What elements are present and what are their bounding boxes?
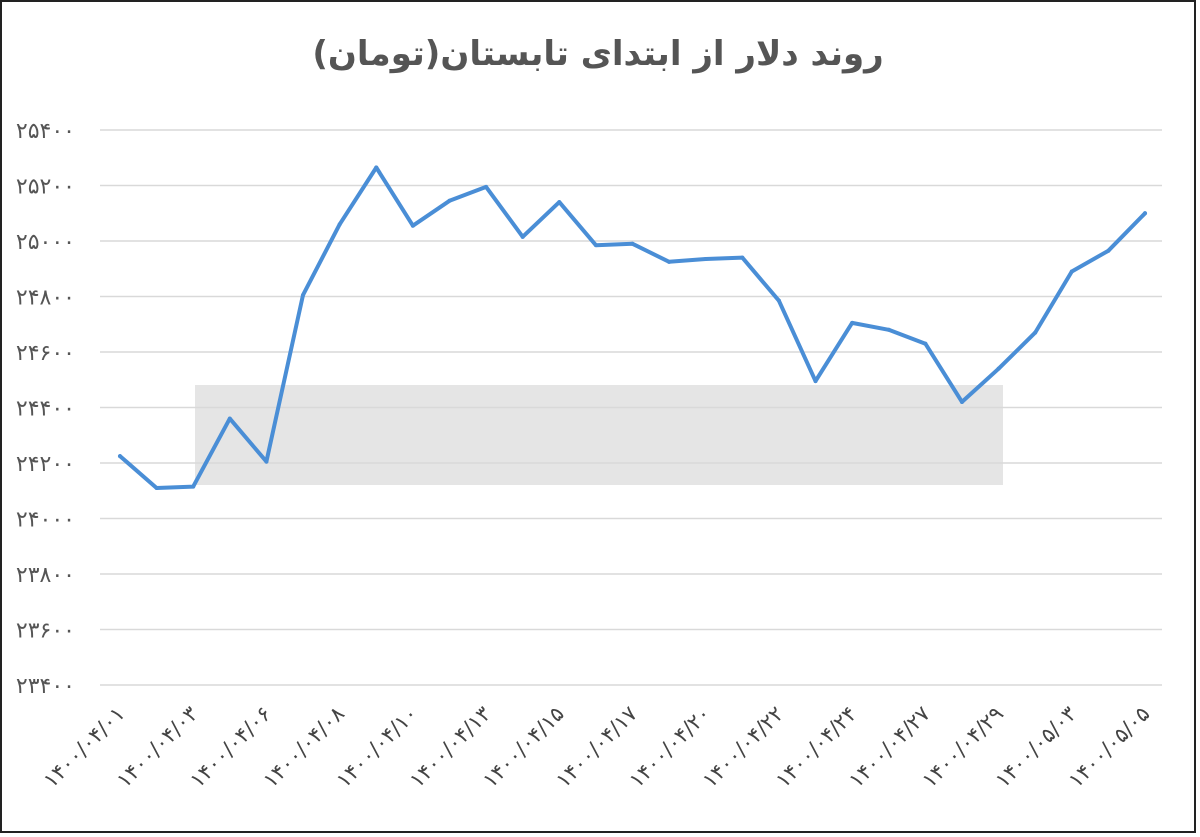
data-point — [886, 327, 891, 332]
data-point — [1033, 330, 1038, 335]
data-point — [337, 222, 342, 227]
data-point — [484, 184, 489, 189]
data-point — [227, 416, 232, 421]
y-tick-label: ۲۵۴۰۰ — [16, 119, 75, 144]
data-point — [118, 454, 122, 459]
data-point — [959, 399, 964, 404]
data-point — [593, 243, 598, 248]
y-tick-label: ۲۴۴۰۰ — [16, 397, 75, 422]
y-axis-ticks: ۲۳۴۰۰ ۲۳۶۰۰ ۲۳۸۰۰ ۲۴۰۰۰ ۲۴۲۰۰ ۲۴۴۰۰ ۲۴۶۰۰ ۲۴۸۰۰… — [16, 119, 75, 699]
data-point — [447, 198, 452, 203]
data-point — [1143, 211, 1147, 216]
data-point — [557, 200, 562, 205]
data-point — [996, 366, 1001, 371]
x-axis-ticks: ۱۴۰۰/۰۴/۰۱۱۴۰۰/۰۴/۰۳۱۴۰۰/۰۴/۰۶۱۴۰۰/۰۴/۰۸… — [39, 702, 1155, 793]
y-tick-label: ۲۴۶۰۰ — [16, 341, 75, 366]
data-point — [740, 255, 745, 260]
data-point — [703, 257, 708, 262]
y-tick-label: ۲۴۲۰۰ — [16, 452, 75, 477]
data-point — [374, 165, 379, 170]
series-layer — [118, 165, 1147, 490]
y-tick-label: ۲۳۶۰۰ — [16, 619, 75, 644]
y-tick-label: ۲۵۲۰۰ — [16, 175, 75, 200]
data-point — [813, 379, 818, 384]
data-point — [301, 293, 306, 298]
gridlines — [100, 129, 1162, 686]
y-tick-label: ۲۴۰۰۰ — [16, 508, 75, 533]
data-point — [410, 223, 415, 228]
watermark-band — [195, 385, 1003, 485]
data-point — [776, 298, 781, 303]
data-point — [630, 241, 635, 246]
y-tick-label: ۲۴۸۰۰ — [16, 286, 75, 311]
data-point — [850, 320, 855, 325]
data-point — [191, 484, 196, 489]
data-point — [154, 485, 159, 490]
data-point — [520, 234, 525, 239]
data-point — [1106, 248, 1111, 253]
data-point — [1069, 269, 1074, 274]
y-tick-label: ۲۵۰۰۰ — [16, 230, 75, 255]
data-point — [264, 459, 269, 464]
data-point — [923, 341, 928, 346]
data-point — [667, 259, 672, 264]
chart-title: روند دلار از ابتدای تابستان(تومان) — [312, 34, 884, 74]
y-tick-label: ۲۳۴۰۰ — [16, 674, 75, 699]
y-tick-label: ۲۳۸۰۰ — [16, 563, 75, 588]
